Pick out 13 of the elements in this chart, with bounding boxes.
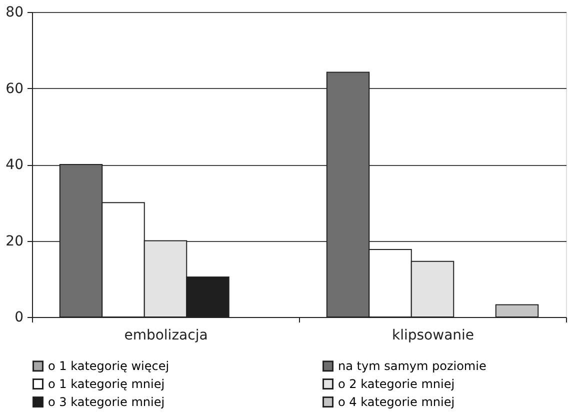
- legend-label: na tym samym poziomie: [338, 359, 486, 374]
- legend-label: o 1 kategorię więcej: [48, 359, 170, 374]
- y-tick-label: 0: [14, 310, 24, 326]
- y-tick-label: 80: [6, 4, 24, 20]
- x-tick-label: embolizacja: [124, 328, 208, 344]
- y-tick-label: 20: [6, 233, 24, 250]
- legend-label: o 2 kategorie mniej: [338, 377, 455, 391]
- x-tick-label: klipsowanie: [392, 328, 474, 344]
- legend-label: o 1 kategorię mniej: [48, 377, 165, 391]
- legend-label: o 3 kategorie mniej: [48, 395, 165, 409]
- y-tick-label: 60: [6, 80, 24, 97]
- legend-label: o 4 kategorie mniej: [338, 395, 455, 409]
- y-tick-label: 40: [6, 157, 24, 173]
